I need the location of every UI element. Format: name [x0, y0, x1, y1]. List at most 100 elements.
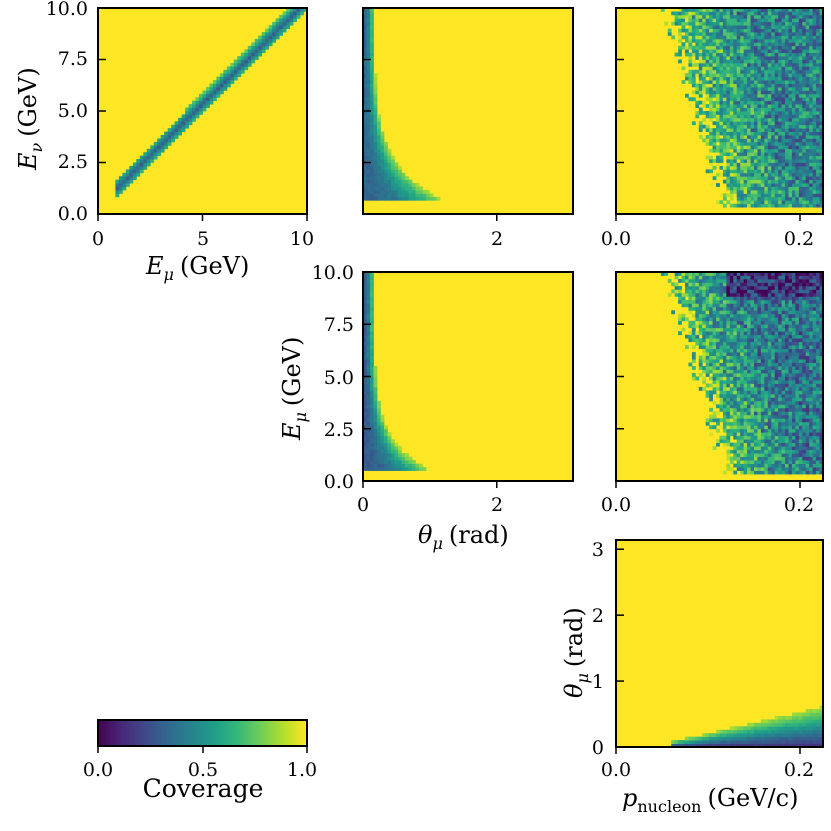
- heatmap-cell: [757, 117, 762, 122]
- heatmap-cell: [712, 66, 717, 71]
- heatmap-cell: [370, 38, 374, 43]
- heatmap-cell: [743, 334, 748, 339]
- heatmap-cell: [795, 76, 800, 81]
- heatmap-cell: [716, 56, 720, 60]
- heatmap-cell: [363, 407, 367, 412]
- heatmap-cell: [754, 306, 758, 311]
- heatmap-cell: [781, 338, 786, 343]
- heatmap-cell: [712, 80, 717, 84]
- heatmap-cell: [366, 355, 371, 360]
- heatmap-cell: [798, 165, 803, 170]
- heatmap-cell: [764, 306, 769, 311]
- heatmap-cell: [377, 176, 381, 181]
- heatmap-cell: [809, 138, 814, 143]
- heatmap-cell: [798, 386, 803, 391]
- heatmap-cell: [373, 456, 378, 461]
- heatmap-cell: [736, 193, 741, 198]
- heatmap-cell: [736, 135, 741, 139]
- heatmap-cell: [791, 200, 796, 205]
- heatmap-cell: [778, 407, 782, 412]
- heatmap-cell: [729, 467, 734, 471]
- heatmap-cell: [785, 73, 789, 78]
- heatmap-cell: [716, 383, 720, 388]
- heatmap-cell: [733, 327, 738, 332]
- heatmap-cell: [401, 172, 406, 177]
- heatmap-cell: [798, 169, 803, 174]
- heatmap-cell: [373, 107, 378, 112]
- heatmap-cell: [726, 407, 731, 412]
- heatmap-cell: [391, 155, 395, 160]
- heatmap-cell: [785, 100, 789, 105]
- heatmap-cell: [781, 141, 786, 146]
- heatmap-cell: [750, 148, 755, 153]
- heatmap-cell: [688, 278, 693, 283]
- heatmap-cell: [760, 428, 765, 433]
- heatmap-cell: [802, 467, 807, 471]
- heatmap-cell: [798, 145, 803, 150]
- heatmap-cell: [743, 453, 748, 458]
- heatmap-cell: [716, 306, 720, 311]
- heatmap-cell: [764, 45, 769, 50]
- heatmap-cell: [740, 131, 745, 136]
- heatmap-cell: [370, 272, 374, 276]
- heatmap-cell: [705, 83, 710, 88]
- heatmap-cell: [289, 14, 294, 19]
- heatmap-cell: [778, 460, 782, 464]
- heatmap-cell: [719, 111, 724, 115]
- heatmap-cell: [760, 310, 765, 315]
- y-tick-label: 2.5: [324, 419, 354, 441]
- heatmap-cell: [757, 42, 762, 47]
- heatmap-cell: [802, 289, 807, 294]
- heatmap-cell: [722, 383, 727, 388]
- heatmap-cell: [778, 296, 782, 301]
- heatmap-cell: [370, 366, 374, 370]
- heatmap-cell: [712, 282, 717, 287]
- heatmap-cell: [709, 285, 713, 290]
- heatmap-cell: [719, 131, 724, 136]
- heatmap-cell: [760, 93, 765, 98]
- heatmap-cell: [785, 183, 789, 187]
- heatmap-cell: [757, 186, 762, 191]
- heatmap-cell: [729, 128, 734, 132]
- heatmap-cell: [750, 25, 755, 29]
- panel-enu-vs-theta: 2: [362, 7, 574, 250]
- heatmap-cell: [771, 379, 776, 384]
- heatmap-cell: [812, 400, 817, 405]
- heatmap-cell: [688, 8, 693, 12]
- heatmap-cell: [778, 73, 782, 78]
- heatmap-cell: [754, 145, 758, 150]
- heatmap-cell: [716, 376, 720, 381]
- heatmap-cell: [261, 38, 266, 43]
- heatmap-cell: [747, 86, 751, 91]
- heatmap-cell: [757, 86, 762, 91]
- heatmap-cell: [118, 183, 123, 187]
- heatmap-cell: [764, 320, 769, 325]
- heatmap-cell: [747, 124, 751, 129]
- heatmap-cell: [377, 453, 381, 458]
- heatmap-cell: [743, 159, 748, 163]
- y-tick-label: 2.5: [58, 151, 88, 173]
- heatmap-cell: [405, 193, 409, 198]
- heatmap-cell: [798, 159, 803, 163]
- heatmap-cell: [757, 21, 762, 26]
- heatmap-cell: [764, 38, 769, 43]
- heatmap-cell: [816, 114, 820, 119]
- heatmap-cell: [363, 421, 367, 426]
- heatmap-cell: [757, 400, 762, 405]
- heatmap-cell: [778, 425, 782, 430]
- heatmap-cell: [716, 86, 720, 91]
- heatmap-cell: [370, 107, 374, 112]
- heatmap-cell: [774, 386, 779, 391]
- heatmap-cell: [209, 90, 214, 95]
- heatmap-cell: [805, 435, 810, 440]
- heatmap-cell: [722, 93, 727, 98]
- heatmap-cell: [370, 189, 374, 194]
- heatmap-cell: [408, 189, 413, 194]
- heatmap-cell: [767, 272, 772, 276]
- heatmap-cell: [750, 117, 755, 122]
- heatmap-cell: [702, 21, 707, 26]
- heatmap-cell: [750, 193, 755, 198]
- heatmap-cell: [788, 111, 793, 115]
- heatmap-cell: [722, 306, 727, 311]
- heatmap-cell: [282, 18, 287, 23]
